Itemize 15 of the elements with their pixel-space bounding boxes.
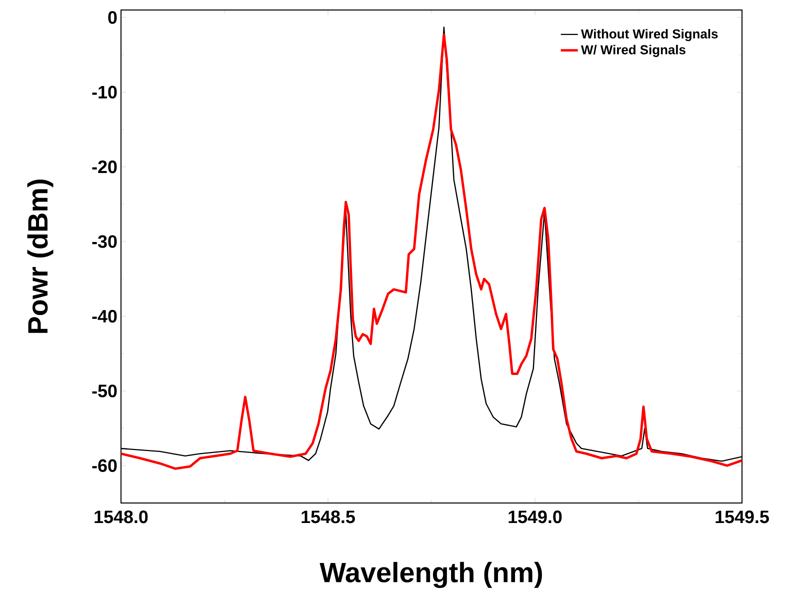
x-axis-title: Wavelength (nm): [320, 562, 542, 588]
y-tick-label: -40: [92, 310, 117, 323]
x-tick-label: 1548.5: [302, 510, 355, 524]
x-tick-label: 1548.0: [94, 510, 148, 524]
y-tick-label: -20: [92, 160, 117, 174]
y-tick-label: -30: [92, 235, 117, 248]
y-tick-label: -60: [92, 459, 117, 472]
y-tick-label: 0: [108, 11, 117, 24]
legend-label: W/ Wired Signals: [581, 44, 686, 57]
y-axis-title: Powr (dBm): [27, 180, 54, 333]
x-tick-label: 1549.0: [508, 510, 562, 524]
y-tick-label: -50: [92, 384, 117, 398]
y-tick-label: -10: [92, 86, 117, 99]
x-tick-label: 1549.5: [716, 510, 769, 524]
legend-label: Without Wired Signals: [581, 28, 718, 42]
